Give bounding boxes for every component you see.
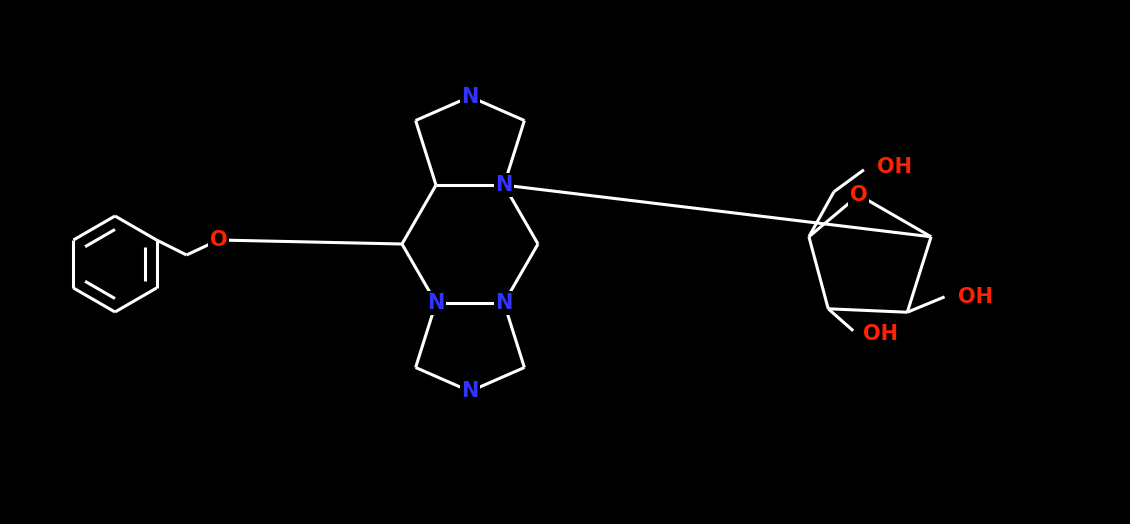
- Text: O: O: [850, 185, 868, 205]
- Text: N: N: [461, 381, 479, 401]
- Text: N: N: [495, 175, 513, 195]
- Text: OH: OH: [877, 157, 912, 177]
- Text: N: N: [495, 293, 513, 313]
- Text: N: N: [461, 86, 479, 107]
- Text: O: O: [210, 230, 227, 250]
- Text: OH: OH: [957, 287, 992, 307]
- Text: OH: OH: [863, 324, 898, 344]
- Text: N: N: [427, 293, 445, 313]
